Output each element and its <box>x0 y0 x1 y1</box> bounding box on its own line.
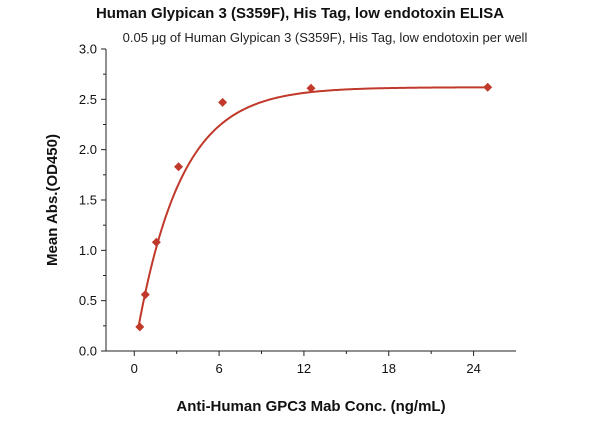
x-tick-label: 12 <box>297 361 311 376</box>
axes <box>105 49 516 352</box>
y-tick-label: 2.5 <box>79 92 97 107</box>
x-tick-label: 0 <box>131 361 138 376</box>
data-point <box>174 162 184 172</box>
x-tick-label: 6 <box>215 361 222 376</box>
x-tick-label: 24 <box>466 361 480 376</box>
data-point <box>483 82 493 92</box>
x-axis-title: Anti-Human GPC3 Mab Conc. (ng/mL) <box>176 398 445 415</box>
data-point <box>218 97 228 107</box>
data-point <box>306 83 316 93</box>
y-tick-label: 3.0 <box>79 42 97 57</box>
chart-subtitle: 0.05 μg of Human Glypican 3 (S359F), His… <box>122 30 528 45</box>
y-tick-label: 0.5 <box>79 293 97 308</box>
y-tick-label: 1.5 <box>79 193 97 208</box>
data-point <box>135 322 145 332</box>
y-axis-title: Mean Abs.(OD450) <box>44 134 61 266</box>
data-point <box>140 290 150 300</box>
x-tick-label: 18 <box>382 361 396 376</box>
y-tick-label: 1.0 <box>79 243 97 258</box>
chart-title: Human Glypican 3 (S359F), His Tag, low e… <box>95 5 505 22</box>
y-tick-label: 2.0 <box>79 142 97 157</box>
y-tick-label: 0.0 <box>79 344 97 359</box>
data-point <box>151 237 161 247</box>
ticks: 0 6 12 18 24 0.0 0.5 1.0 1.5 2.0 2.5 3.0 <box>79 42 481 377</box>
fit-curve <box>137 86 488 328</box>
data-points <box>135 82 493 332</box>
